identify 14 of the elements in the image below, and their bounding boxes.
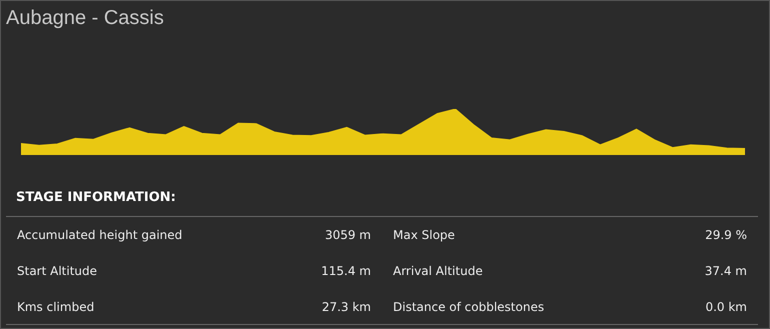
text: Max Slope [393, 228, 455, 242]
text: 27.3 km [322, 300, 371, 314]
text: Kms climbed [17, 300, 94, 314]
text: Arrival Altitude [393, 264, 483, 278]
chart-title: Aubagne - Cassis [6, 7, 164, 30]
text: 3059 m [324, 228, 371, 242]
text: Accumulated height gained [17, 228, 182, 242]
text: STAGE INFORMATION: [16, 190, 176, 205]
text: Start Altitude [17, 264, 98, 278]
text: 37.4 m [704, 264, 747, 278]
text: 29.9 % [705, 228, 747, 242]
text: 0.0 km [705, 300, 747, 314]
text: Distance of cobblestones [393, 300, 544, 314]
text: 115.4 m [321, 264, 371, 278]
